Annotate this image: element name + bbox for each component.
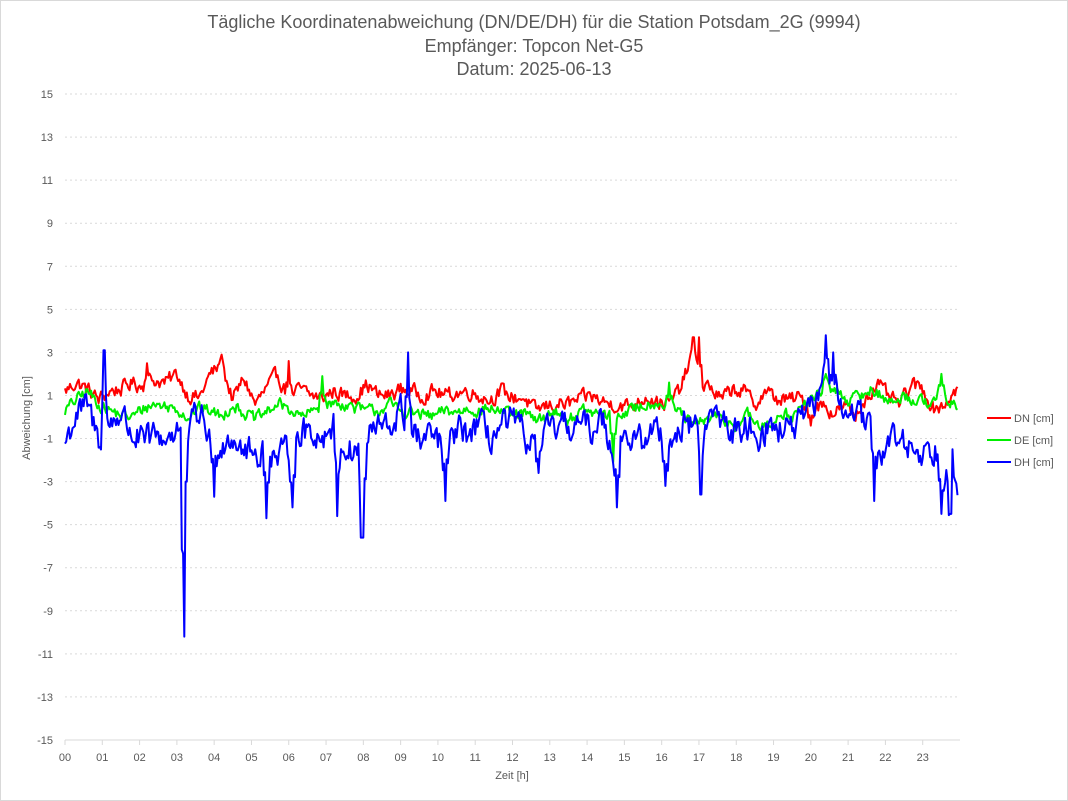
y-tick-label: -5 xyxy=(43,520,53,532)
x-tick-label: 17 xyxy=(693,752,705,764)
y-tick-label: -15 xyxy=(37,735,53,747)
series-layer xyxy=(64,334,959,638)
y-tick-label: 3 xyxy=(47,347,53,359)
y-tick-label: 11 xyxy=(42,175,53,187)
x-axis-ticks: 00 01 02 03 04 05 06 07 08 09 10 11 12 13 14 15 16 17 18 19… xyxy=(59,739,960,764)
y-tick-label: 9 xyxy=(47,218,53,230)
x-tick-label: 12 xyxy=(506,752,518,764)
x-tick-label: 09 xyxy=(395,752,407,764)
x-tick-label: 01 xyxy=(96,752,108,764)
x-tick-label: 00 xyxy=(59,752,71,764)
x-tick-label: 21 xyxy=(842,752,854,764)
chart-date: Datum: 2025-06-13 xyxy=(456,59,612,79)
y-tick-label: 15 xyxy=(41,89,53,101)
x-tick-label: 13 xyxy=(544,752,556,764)
legend-label: DH [cm] xyxy=(1014,457,1054,469)
x-tick-label: 08 xyxy=(357,752,369,764)
x-tick-label: 10 xyxy=(432,752,444,764)
x-tick-label: 02 xyxy=(133,752,145,764)
y-tick-label: -7 xyxy=(43,563,53,575)
y-tick-label: 7 xyxy=(47,261,53,273)
series-line-de xyxy=(64,372,959,464)
x-tick-label: 06 xyxy=(283,752,295,764)
x-tick-label: 22 xyxy=(879,752,891,764)
legend: DN [cm] DE [cm] DH [cm] xyxy=(987,413,1054,469)
x-tick-label: 11 xyxy=(469,752,480,764)
x-tick-label: 23 xyxy=(917,752,929,764)
x-tick-label: 16 xyxy=(656,752,668,764)
x-axis-label: Zeit [h] xyxy=(495,770,529,782)
y-tick-label: -13 xyxy=(37,692,53,704)
y-tick-label: 1 xyxy=(47,390,53,402)
chart-title: Tägliche Koordinatenabweichung (DN/DE/DH… xyxy=(207,12,861,32)
x-tick-label: 20 xyxy=(805,752,817,764)
legend-label: DN [cm] xyxy=(1014,413,1054,425)
x-tick-label: 18 xyxy=(730,752,742,764)
y-axis-ticks: 15 13 11 9 7 5 3 1 -1 -3 -5 -7 -9 -11 -13 -15 xyxy=(37,89,53,747)
x-tick-label: 15 xyxy=(618,752,630,764)
x-tick-label: 04 xyxy=(208,752,220,764)
chart-subtitle: Empfänger: Topcon Net-G5 xyxy=(424,36,644,56)
x-tick-label: 14 xyxy=(581,752,593,764)
y-tick-label: 13 xyxy=(41,132,53,144)
legend-label: DE [cm] xyxy=(1014,435,1053,447)
x-tick-label: 03 xyxy=(171,752,183,764)
series-line-dn xyxy=(64,336,959,427)
y-tick-label: -11 xyxy=(38,649,53,661)
x-tick-label: 07 xyxy=(320,752,332,764)
x-tick-label: 05 xyxy=(245,752,257,764)
y-tick-label: -1 xyxy=(43,434,53,446)
y-tick-label: 5 xyxy=(47,304,53,316)
x-tick-label: 19 xyxy=(767,752,779,764)
y-tick-label: -3 xyxy=(43,477,53,489)
series-line-dh xyxy=(64,334,959,638)
y-axis-label: Abweichung [cm] xyxy=(21,376,33,460)
y-tick-label: -9 xyxy=(43,606,53,618)
